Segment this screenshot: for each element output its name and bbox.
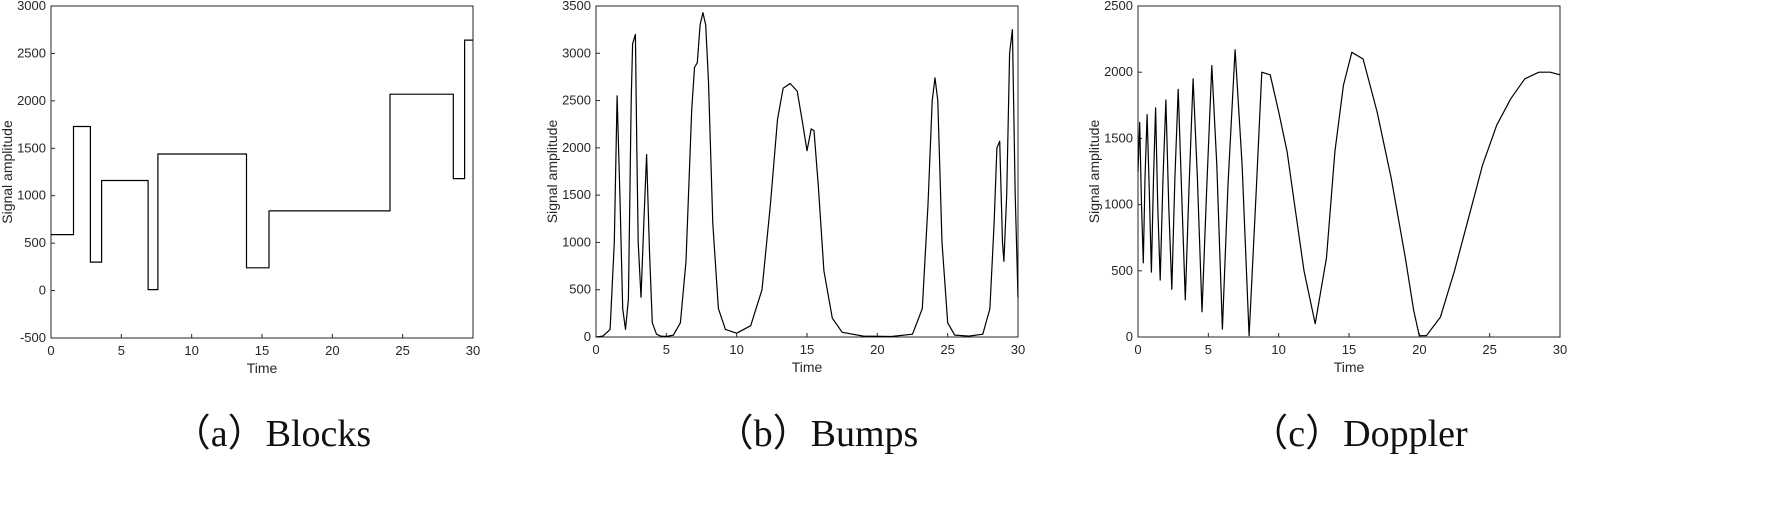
chart-blocks: 0 5 10 15 20 25 30-500050010001500200025003000… [0,0,480,455]
x-tick-label: 5 [1205,342,1212,357]
y-tick-label: 0 [39,283,46,298]
x-tick-label: 15 [255,343,269,358]
y-tick-label: 1000 [1104,197,1133,212]
y-tick-label: 1000 [17,188,46,203]
x-tick-label: 10 [1271,342,1285,357]
x-axis-label: Time [247,360,278,376]
plot-area [50,5,474,339]
x-tick-label: 20 [1412,342,1426,357]
chart-caption: （a）Blocks [173,413,371,455]
y-tick-label: 1500 [562,187,591,202]
x-tick-label: 5 [118,343,125,358]
x-axis-label: Time [1334,359,1365,375]
y-tick-label: 500 [24,235,46,250]
x-tick-label: 25 [1482,342,1496,357]
chart-caption: （b）Bumps [716,413,919,455]
y-tick-label: 1000 [562,234,591,249]
y-tick-label: -500 [20,330,46,345]
chart-doppler: 0 5 10 15 20 25 30 0 500 1000 1500 2000 2500 Time Sign… [1087,0,1567,455]
series-line [51,39,473,291]
y-tick-label: 2500 [562,93,591,108]
x-tick-label: 10 [729,342,743,357]
chart-bumps: 0 5 10 15 20 25 30 0 500 1000 1500 2000 2500 3000 3500… [545,0,1025,455]
x-tick-label: 20 [325,343,339,358]
y-tick-label: 2000 [1104,64,1133,79]
y-tick-label: 0 [584,329,591,344]
y-axis-label: Signal amplitude [1087,120,1102,224]
y-tick-label: 2000 [562,140,591,155]
x-tick-label: 30 [1011,342,1025,357]
y-tick-label: 2000 [17,93,46,108]
y-tick-label: 1500 [1104,130,1133,145]
x-tick-label: 10 [184,343,198,358]
y-tick-label: 3000 [17,0,46,13]
y-axis-label: Signal amplitude [545,120,560,224]
series-line [1137,49,1561,337]
y-tick-label: 1500 [17,140,46,155]
y-tick-label: 500 [569,282,591,297]
y-tick-label: 3500 [562,0,591,13]
x-tick-label: 0 [1134,342,1141,357]
x-tick-label: 25 [395,343,409,358]
x-tick-label: 15 [1342,342,1356,357]
y-tick-label: 0 [1126,329,1133,344]
y-axis-label: Signal amplitude [0,120,15,224]
x-tick-label: 0 [47,343,54,358]
x-tick-label: 0 [592,342,599,357]
x-axis-label: Time [792,359,823,375]
x-tick-label: 30 [1553,342,1567,357]
plot-area [595,5,1019,338]
y-tick-label: 3000 [562,45,591,60]
x-tick-label: 20 [870,342,884,357]
chart-caption: （c）Doppler [1250,413,1468,455]
x-tick-label: 30 [466,343,480,358]
x-tick-label: 15 [800,342,814,357]
y-tick-label: 500 [1111,263,1133,278]
series-line [595,12,1019,338]
y-tick-label: 2500 [1104,0,1133,13]
y-tick-label: 2500 [17,45,46,60]
x-tick-label: 5 [663,342,670,357]
x-tick-label: 25 [940,342,954,357]
